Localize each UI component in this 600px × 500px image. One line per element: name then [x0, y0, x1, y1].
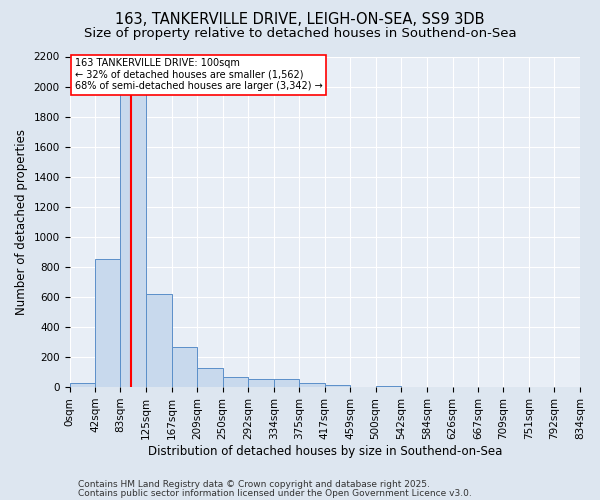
Bar: [172, 348, 197, 387]
Bar: [70, 383, 95, 387]
Bar: [197, 368, 223, 387]
Bar: [299, 383, 325, 387]
Bar: [223, 377, 248, 387]
Bar: [376, 386, 401, 387]
Bar: [146, 294, 172, 387]
Y-axis label: Number of detached properties: Number of detached properties: [15, 129, 28, 315]
Bar: [95, 260, 121, 387]
Text: Contains HM Land Registry data © Crown copyright and database right 2025.: Contains HM Land Registry data © Crown c…: [78, 480, 430, 489]
Bar: [248, 380, 274, 387]
Text: 163 TANKERVILLE DRIVE: 100sqm
← 32% of detached houses are smaller (1,562)
68% o: 163 TANKERVILLE DRIVE: 100sqm ← 32% of d…: [74, 58, 322, 92]
Bar: [274, 380, 299, 387]
X-axis label: Distribution of detached houses by size in Southend-on-Sea: Distribution of detached houses by size …: [148, 444, 502, 458]
Bar: [121, 94, 146, 387]
Bar: [325, 385, 350, 387]
Text: Size of property relative to detached houses in Southend-on-Sea: Size of property relative to detached ho…: [83, 28, 517, 40]
Text: Contains public sector information licensed under the Open Government Licence v3: Contains public sector information licen…: [78, 489, 472, 498]
Text: 163, TANKERVILLE DRIVE, LEIGH-ON-SEA, SS9 3DB: 163, TANKERVILLE DRIVE, LEIGH-ON-SEA, SS…: [115, 12, 485, 28]
